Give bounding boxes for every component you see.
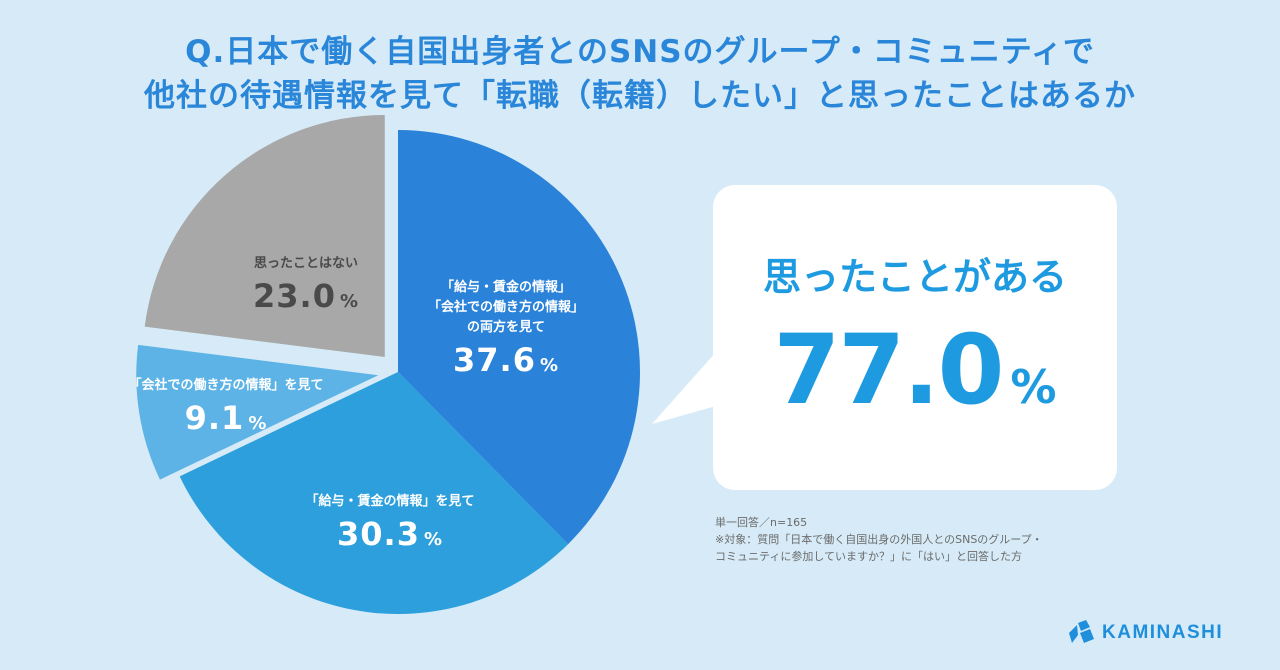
slice-workstyle-label: 「会社での働き方の情報」を見て 9.1% bbox=[116, 376, 336, 446]
slice-value-number: 37.6 bbox=[453, 341, 536, 379]
note-line-1: 単一回答／n=165 bbox=[715, 516, 808, 529]
slice-never bbox=[144, 114, 385, 357]
callout-heading: 思ったことがある bbox=[762, 255, 1067, 299]
chart-title: Q.日本で働く自国出身者とのSNSのグループ・コミュニティで 他社の待遇情報を見… bbox=[0, 30, 1280, 118]
callout-value-number: 77.0 bbox=[773, 314, 1005, 426]
slice-value: 37.6% bbox=[416, 338, 596, 388]
slice-value-unit: % bbox=[423, 529, 443, 550]
note-line-2: ※対象：質問「日本で働く自国出身の外国人とのSNSのグループ・ bbox=[715, 533, 1043, 546]
slice-value-unit: % bbox=[539, 355, 559, 376]
slice-workstyle bbox=[136, 344, 379, 480]
slice-value: 30.3% bbox=[280, 512, 500, 562]
slice-value: 9.1% bbox=[116, 396, 336, 446]
survey-notes: 単一回答／n=165 ※対象：質問「日本で働く自国出身の外国人とのSNSのグルー… bbox=[715, 514, 1043, 565]
slice-value-unit: % bbox=[339, 291, 359, 312]
callout-box bbox=[713, 185, 1117, 490]
slice-salary bbox=[179, 372, 569, 615]
callout-value-unit: % bbox=[1010, 360, 1057, 414]
slice-both-label: 「給与・賃金の情報」 「会社での働き方の情報」 の両方を見て 37.6% bbox=[416, 278, 596, 388]
slice-value-number: 9.1 bbox=[184, 399, 245, 437]
slice-label-line: 「会社での働き方の情報」 bbox=[427, 300, 584, 315]
slice-label-line: 思ったことはない bbox=[253, 256, 358, 271]
slice-value-unit: % bbox=[248, 413, 268, 434]
chart-title-line-2: 他社の待遇情報を見て「転職（転籍）したい」と思ったことはあるか bbox=[144, 78, 1136, 114]
callout-value: 77.0% bbox=[713, 315, 1117, 442]
slice-label-line: 「給与・賃金の情報」を見て bbox=[305, 494, 475, 509]
slice-value-number: 30.3 bbox=[337, 515, 420, 553]
brand-name: KAMINASHI bbox=[1102, 622, 1224, 643]
slice-salary-label: 「給与・賃金の情報」を見て 30.3% bbox=[280, 492, 500, 562]
slice-both bbox=[398, 130, 640, 545]
note-line-3: コミュニティに参加していますか？」に「はい」と回答した方 bbox=[715, 550, 1023, 563]
slice-label-line: の両方を見て bbox=[466, 320, 545, 335]
slice-value: 23.0% bbox=[216, 274, 396, 324]
slice-never-label: 思ったことはない 23.0% bbox=[216, 254, 396, 324]
kaminashi-logo-icon bbox=[1069, 620, 1094, 643]
brand-logo: KAMINASHI bbox=[1066, 618, 1223, 648]
slice-value-number: 23.0 bbox=[253, 277, 336, 315]
slice-label-line: 「会社での働き方の情報」を見て bbox=[128, 378, 324, 393]
chart-title-line-1: Q.日本で働く自国出身者とのSNSのグループ・コミュニティで bbox=[185, 34, 1095, 70]
slice-label-line: 「給与・賃金の情報」 bbox=[440, 280, 571, 295]
